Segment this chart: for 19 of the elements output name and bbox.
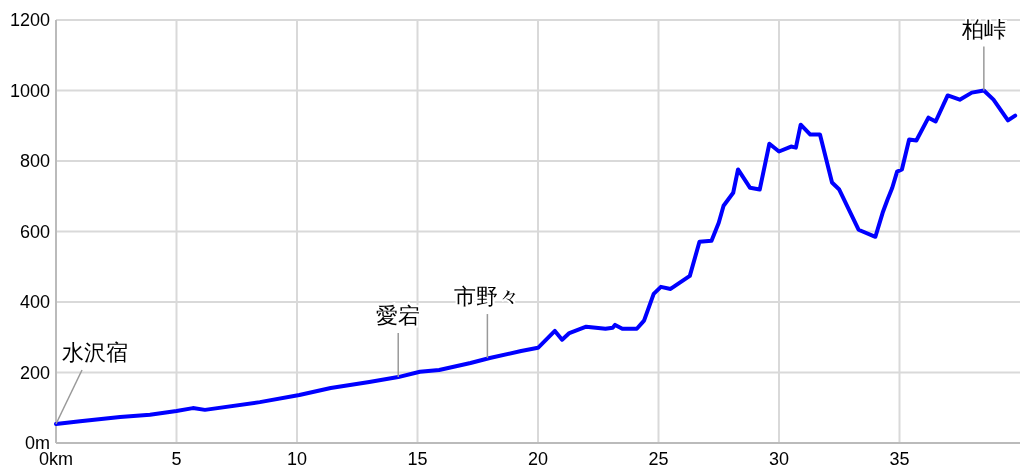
y-tick-label: 1200 [9,10,50,31]
y-tick-label: 200 [19,362,50,383]
annotation: 水沢宿 [62,339,128,365]
y-tick-label: 1000 [9,80,50,101]
y-tick-label: 600 [19,221,50,242]
x-tick-label: 20 [527,449,549,469]
x-tick-label: 5 [171,449,182,469]
annotation: 市野々 [454,284,521,310]
x-tick-label: 10 [286,449,308,469]
annotation: 愛宕 [376,303,421,329]
x-tick-label: 0km [38,449,74,469]
line-series [54,88,1018,426]
x-tick-label: 15 [407,449,428,469]
y-tick-label: 400 [19,292,50,313]
annotation: 柏峠 [960,16,1006,42]
x-tick-label: 25 [648,449,669,469]
x-tick-label: 30 [768,449,790,469]
y-tick-label: 800 [19,151,50,172]
x-tick-label: 35 [889,449,910,469]
